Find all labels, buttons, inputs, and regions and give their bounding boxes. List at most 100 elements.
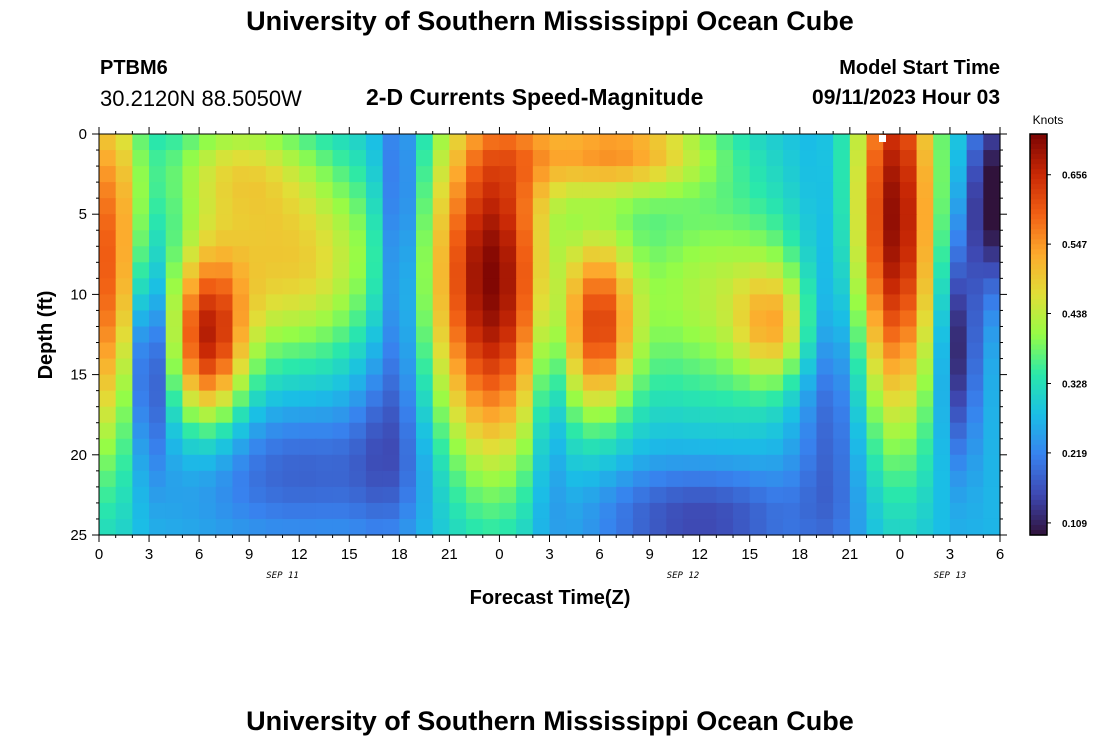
heatmap-cell bbox=[716, 486, 734, 504]
heatmap-cell bbox=[549, 502, 567, 520]
heatmap-cell bbox=[716, 454, 734, 472]
footer-title: University of Southern Mississippi Ocean… bbox=[246, 706, 854, 736]
heatmap-cell bbox=[949, 262, 968, 279]
heatmap-cell bbox=[566, 262, 584, 279]
colorbar-segment bbox=[1030, 214, 1047, 220]
heatmap-cell bbox=[733, 310, 751, 328]
heatmap-cell bbox=[532, 326, 551, 344]
heatmap-cell bbox=[749, 326, 768, 344]
heatmap-cell bbox=[165, 438, 184, 456]
heatmap-cell bbox=[215, 390, 234, 408]
colorbar-segment bbox=[1030, 389, 1047, 396]
heatmap-cell bbox=[382, 326, 400, 344]
heatmap-cell bbox=[299, 278, 317, 295]
heatmap-cell bbox=[482, 326, 501, 344]
heatmap-cell bbox=[466, 502, 484, 520]
heatmap-cell bbox=[833, 438, 851, 456]
heatmap-cell bbox=[899, 230, 918, 247]
heatmap-cell bbox=[833, 422, 851, 440]
heatmap-cell bbox=[182, 150, 200, 167]
heatmap-cell bbox=[699, 438, 717, 456]
heatmap-cell bbox=[149, 390, 167, 408]
heatmap-cell bbox=[482, 454, 501, 472]
heatmap-cell bbox=[682, 150, 701, 167]
heatmap-cell bbox=[499, 454, 517, 472]
heatmap-cell bbox=[983, 502, 1001, 520]
heatmap-cell bbox=[866, 214, 884, 231]
heatmap-cell bbox=[549, 438, 567, 456]
heatmap-cell bbox=[149, 358, 167, 376]
heatmap-cell bbox=[532, 486, 551, 504]
heatmap-cell bbox=[432, 214, 450, 231]
heatmap-cell bbox=[365, 310, 384, 328]
heatmap-cell bbox=[783, 294, 801, 312]
heatmap-cell bbox=[516, 246, 534, 263]
heatmap-cell bbox=[766, 214, 784, 231]
heatmap-cell bbox=[582, 310, 601, 328]
heatmap-cell bbox=[349, 454, 367, 472]
heatmap-cell bbox=[532, 230, 551, 247]
heatmap-cell bbox=[199, 166, 217, 183]
heatmap-cell bbox=[365, 374, 384, 392]
heatmap-cell bbox=[699, 502, 717, 520]
heatmap-cell bbox=[315, 246, 334, 263]
heatmap-cell bbox=[866, 278, 884, 295]
heatmap-cell bbox=[883, 326, 901, 344]
colorbar-segment bbox=[1030, 429, 1047, 436]
heatmap-cell bbox=[149, 438, 167, 456]
heatmap-cell bbox=[833, 326, 851, 344]
heatmap-cell bbox=[632, 438, 651, 456]
heatmap-cell bbox=[299, 326, 317, 344]
heatmap-cell bbox=[499, 518, 517, 536]
heatmap-cell bbox=[165, 230, 184, 247]
heatmap-cell bbox=[599, 278, 617, 295]
heatmap-cell bbox=[716, 374, 734, 392]
colorbar-segment bbox=[1030, 324, 1047, 331]
heatmap-cell bbox=[416, 486, 434, 504]
heatmap-cell bbox=[199, 518, 217, 536]
heatmap-cell bbox=[799, 470, 818, 488]
heatmap-cell bbox=[983, 326, 1001, 344]
heatmap-cell bbox=[666, 134, 684, 151]
heatmap-cell bbox=[833, 486, 851, 504]
heatmap-cell bbox=[716, 198, 734, 215]
heatmap-cell bbox=[682, 518, 701, 536]
heatmap-cell bbox=[432, 422, 450, 440]
heatmap-cell bbox=[466, 470, 484, 488]
heatmap-cell bbox=[783, 166, 801, 183]
heatmap-cell bbox=[833, 230, 851, 247]
heatmap-cell bbox=[516, 198, 534, 215]
heatmap-cell bbox=[99, 518, 117, 536]
heatmap-cell bbox=[816, 214, 834, 231]
heatmap-cell bbox=[265, 246, 284, 263]
y-tick-label: 20 bbox=[70, 447, 87, 464]
heatmap-cell bbox=[649, 294, 667, 312]
heatmap-cell bbox=[349, 390, 367, 408]
colorbar-tick-label: 0.328 bbox=[1062, 380, 1087, 391]
x-tick-label: 12 bbox=[691, 546, 708, 563]
heatmap-cell bbox=[582, 438, 601, 456]
heatmap-cell bbox=[966, 390, 984, 408]
heatmap-cell bbox=[516, 438, 534, 456]
heatmap-cell bbox=[849, 150, 868, 167]
heatmap-cell bbox=[983, 374, 1001, 392]
heatmap-cell bbox=[783, 182, 801, 199]
heatmap-cell bbox=[883, 150, 901, 167]
colorbar-segment bbox=[1030, 369, 1047, 376]
heatmap-cell bbox=[499, 198, 517, 215]
heatmap-cell bbox=[115, 198, 133, 215]
heatmap-cell bbox=[315, 486, 334, 504]
heatmap-cell bbox=[933, 374, 951, 392]
heatmap-cell bbox=[265, 518, 284, 536]
heatmap-cell bbox=[232, 390, 250, 408]
heatmap-cell bbox=[182, 230, 200, 247]
colorbar-segment bbox=[1030, 489, 1047, 496]
heatmap-cell bbox=[916, 406, 934, 424]
heatmap-cell bbox=[983, 390, 1001, 408]
colorbar-segment bbox=[1030, 239, 1047, 245]
colorbar-segment bbox=[1030, 359, 1047, 366]
heatmap-cell bbox=[432, 294, 450, 312]
heatmap-cell bbox=[666, 438, 684, 456]
heatmap-cell bbox=[482, 470, 501, 488]
heatmap-cell bbox=[332, 246, 350, 263]
